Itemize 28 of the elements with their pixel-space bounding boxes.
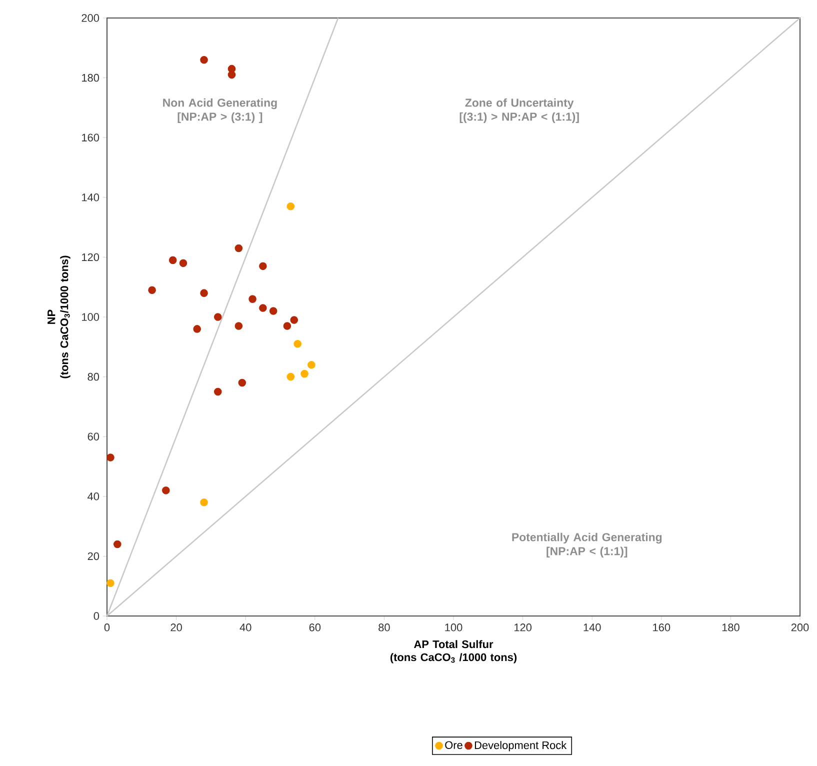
x-tick-label: 160 [653, 624, 670, 632]
x-tick-label: 0 [104, 624, 110, 632]
legend-label: Ore [445, 741, 462, 749]
y-tick-label: 100 [82, 313, 100, 321]
x-tick-label: 60 [309, 624, 321, 632]
y-tick-label: 140 [82, 194, 100, 202]
x-tick-label: 120 [514, 624, 532, 632]
y-tick-label: 40 [88, 492, 100, 500]
y-tick-label: 80 [88, 372, 100, 381]
annotation: Potentially Acid Generating [NP:AP < (1:1)] [512, 532, 662, 558]
y-tick-label: 120 [82, 253, 100, 262]
x-tick-label: 200 [791, 624, 809, 632]
y-tick-label: 200 [82, 14, 100, 22]
x-tick-label: 20 [170, 624, 182, 632]
y-tick-label: 60 [88, 432, 100, 440]
y-tick-label: 20 [88, 552, 100, 560]
x-tick-label: 80 [378, 624, 390, 632]
x-tick-label: 180 [722, 624, 740, 632]
x-tick-label: 140 [584, 624, 601, 632]
annotation: Non Acid Generating [NP:AP > (3:1) ] [163, 98, 277, 123]
annotation: Zone of Uncertainty [(3:1) > NP:AP < (1:1)] [460, 98, 579, 123]
x-axis-title: AP Total Sulfur (tons CaCO$_{3}$ /1000 tons) [390, 640, 517, 664]
legend-label: Development Rock [474, 741, 567, 752]
y-tick-label: 180 [82, 74, 100, 82]
x-tick-label: 100 [445, 624, 462, 632]
y-tick-label: 160 [82, 134, 100, 142]
y-tick-label: 0 [94, 612, 100, 620]
x-tick-label: 40 [240, 624, 252, 632]
